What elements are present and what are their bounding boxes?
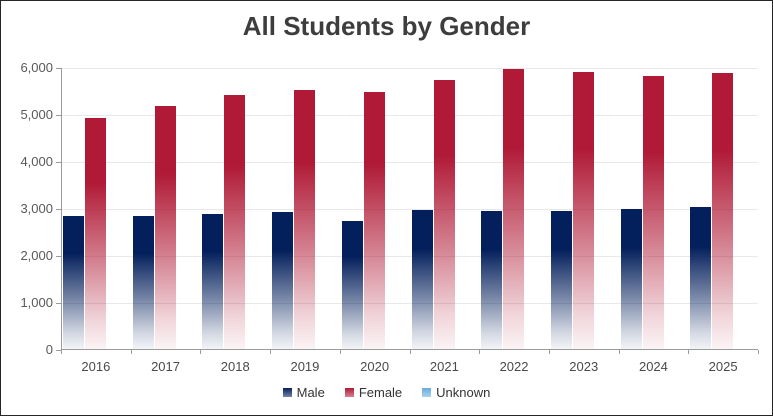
x-axis-label-2017: 2017 <box>151 359 180 374</box>
bar-male-2016 <box>63 216 84 349</box>
bar-male-2017 <box>132 216 154 349</box>
x-axis-label-2025: 2025 <box>708 359 738 374</box>
legend: Male Female Unknown <box>1 385 772 400</box>
y-axis-label-4000: 4,000 <box>20 154 53 169</box>
x-axis-label-2024: 2024 <box>638 359 668 374</box>
x-axis-label-2019: 2019 <box>290 359 320 374</box>
y-tick-6000 <box>56 68 61 69</box>
x-tick-8 <box>618 350 620 354</box>
gridline-1000 <box>62 303 758 304</box>
legend-item-unknown: Unknown <box>422 385 490 400</box>
gridline-6000 <box>62 68 758 69</box>
x-tick-0 <box>61 350 62 354</box>
x-tick-5 <box>409 350 411 354</box>
x-tick-1 <box>130 350 132 354</box>
bar-female-2022 <box>503 68 525 349</box>
chart-title: All Students by Gender <box>242 11 531 41</box>
bar-male-2018 <box>202 213 224 349</box>
x-axis-label-2018: 2018 <box>220 359 250 374</box>
bar-male-2023 <box>550 211 572 349</box>
gridline-3000 <box>62 209 758 210</box>
legend-item-female: Female <box>344 385 403 400</box>
bar-female-2019 <box>294 89 316 349</box>
y-axis-label-3000: 3,000 <box>20 201 53 216</box>
bar-female-2020 <box>363 91 385 349</box>
bar-male-2020 <box>341 220 363 349</box>
x-axis-label-2023: 2023 <box>569 359 599 374</box>
x-tick-4 <box>339 350 341 354</box>
bar-female-2023 <box>572 72 594 349</box>
legend-marker-female-icon <box>344 388 354 397</box>
legend-item-male: Male <box>282 385 325 400</box>
x-axis-label-2016: 2016 <box>81 359 111 374</box>
x-tick-2 <box>200 350 202 354</box>
y-tick-3000 <box>56 209 61 210</box>
x-axis-label-2021: 2021 <box>429 359 459 374</box>
x-axis-label-2020: 2020 <box>360 359 390 374</box>
y-axis-label-1000: 1,000 <box>20 295 53 310</box>
bar-male-2025 <box>690 207 712 349</box>
y-tick-2000 <box>56 256 61 257</box>
y-axis-label-6000: 6,000 <box>20 60 53 75</box>
y-tick-5000 <box>56 115 61 116</box>
x-tick-6 <box>479 350 481 354</box>
legend-marker-male-icon <box>282 388 292 397</box>
bar-male-2024 <box>620 208 642 349</box>
bar-male-2021 <box>411 210 433 349</box>
bar-female-2018 <box>224 95 246 349</box>
gridline-5000 <box>62 115 758 116</box>
gridline-2000 <box>62 256 758 257</box>
bar-female-2024 <box>642 76 664 349</box>
y-tick-1000 <box>56 303 61 304</box>
legend-label-female: Female <box>358 385 403 400</box>
y-tick-4000 <box>56 162 61 163</box>
legend-label-unknown: Unknown <box>436 385 491 400</box>
y-axis-label-5000: 5,000 <box>20 107 53 122</box>
plot-area <box>61 68 758 350</box>
x-tick-9 <box>688 350 690 354</box>
x-tick-3 <box>270 350 272 354</box>
bar-female-2017 <box>154 106 176 349</box>
x-tick-7 <box>548 350 550 354</box>
y-axis-label-2000: 2,000 <box>20 248 53 263</box>
x-axis-line <box>61 349 758 350</box>
gridline-4000 <box>62 162 758 163</box>
legend-label-male: Male <box>296 385 325 400</box>
bar-female-2016 <box>85 118 106 349</box>
y-tick-0 <box>56 350 61 351</box>
legend-marker-unknown-icon <box>422 388 432 397</box>
x-axis-label-2022: 2022 <box>499 359 529 374</box>
x-tick-10 <box>758 350 759 354</box>
bar-male-2022 <box>481 211 503 349</box>
y-axis-line <box>61 68 62 350</box>
bar-male-2019 <box>272 211 294 349</box>
bar-female-2021 <box>433 79 455 349</box>
y-axis-label-0: 0 <box>45 342 53 357</box>
bar-female-2025 <box>712 73 734 349</box>
